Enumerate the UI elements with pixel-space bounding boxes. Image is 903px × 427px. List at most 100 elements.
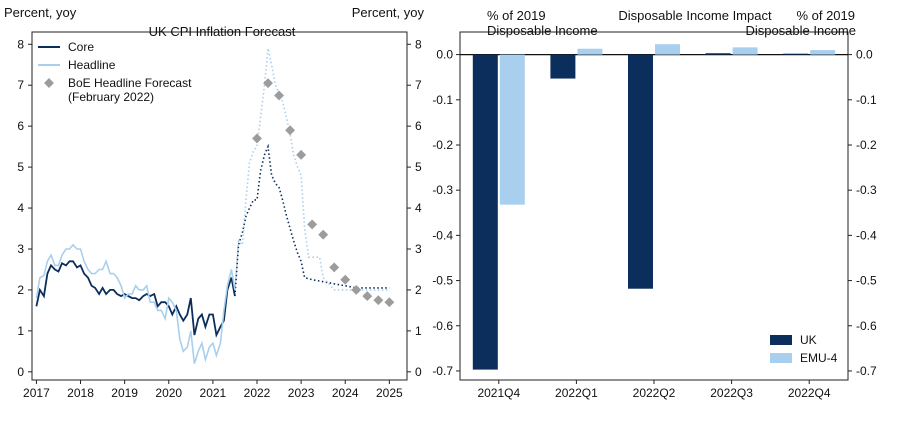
left-ytick-label: 6 (17, 119, 24, 133)
bar-emu-4 (655, 44, 680, 55)
left-ytick-label: 0 (17, 365, 24, 379)
xtick-label: 2023 (288, 386, 315, 400)
bar-uk (628, 54, 653, 289)
forecast-marker (274, 90, 285, 101)
bar-left-ytick-label: -0.4 (432, 228, 453, 242)
left-chart: Percent, yoy Percent, yoy UK CPI Inflati… (4, 5, 424, 400)
right-chart-title: Disposable Income Impact (618, 8, 772, 23)
bar-uk (550, 54, 576, 79)
bar-left-ytick-label: -0.3 (432, 183, 453, 197)
right-ytick-label: 8 (415, 37, 422, 51)
bar-legend-label: EMU-4 (800, 351, 838, 365)
bar-xtick-label: 2021Q4 (477, 386, 520, 400)
right-ytick-label: 4 (415, 201, 422, 215)
bar-emu-4 (810, 50, 836, 55)
legend-label: Core (68, 40, 94, 54)
bar-right-ylabel-line1: % of 2019 (796, 8, 855, 23)
right-ytick-label: 0 (415, 365, 422, 379)
headline-dotted-line (234, 48, 390, 291)
forecast-marker (384, 297, 395, 308)
forecast-marker (252, 133, 262, 144)
xtick-label: 2017 (23, 386, 50, 400)
right-legend: UK EMU-4 (770, 333, 838, 365)
forecast-marker (362, 291, 373, 302)
bar-uk (783, 53, 809, 55)
forecast-marker (351, 284, 362, 295)
right-ytick-label: 1 (415, 324, 422, 338)
left-chart-title: UK CPI Inflation Forecast (149, 24, 296, 39)
bar-right-ytick-label: -0.7 (856, 364, 877, 378)
forecast-marker (285, 125, 296, 136)
xtick-label: 2024 (332, 386, 359, 400)
xtick-label: 2020 (155, 386, 182, 400)
xtick-label: 2025 (376, 386, 403, 400)
legend-label: BoE Headline Forecast (68, 76, 192, 90)
forecast-marker (329, 262, 340, 273)
bar-uk (705, 53, 731, 55)
xtick-label: 2021 (200, 386, 227, 400)
bar-legend-swatch (770, 353, 792, 363)
left-ytick-label: 3 (17, 242, 24, 256)
left-legend: Core Headline BoE Headline Forecast(Februa… (38, 40, 192, 104)
right-ytick-label: 5 (415, 160, 422, 174)
bar-emu-4 (732, 47, 758, 55)
bar-right-ytick-label: -0.3 (856, 183, 877, 197)
bar-left-ytick-label: -0.1 (432, 93, 453, 107)
right-chart: Disposable Income Impact % of 2019 Dispo… (432, 8, 877, 400)
right-ylabel-left-chart: Percent, yoy (352, 5, 425, 20)
bar-right-ytick-label: 0.0 (856, 48, 873, 62)
bar-right-ytick-label: -0.6 (856, 319, 877, 333)
left-ytick-label: 2 (17, 283, 24, 297)
left-ytick-label: 7 (17, 78, 24, 92)
bar-right-ylabel-line2: Disposable Income (745, 23, 856, 38)
legend-label-cont: (February 2022) (68, 90, 154, 104)
right-ytick-label: 3 (415, 242, 422, 256)
bar-right-ylabel: % of 2019 Disposable Income (745, 8, 856, 38)
right-ytick-label: 2 (415, 283, 422, 297)
bar-right-ytick-label: -0.1 (856, 93, 877, 107)
bar-left-ylabel: % of 2019 Disposable Income (487, 8, 598, 38)
bar-legend-label: UK (800, 333, 817, 347)
bar-xtick-label: 2022Q4 (788, 386, 831, 400)
right-ytick-label: 6 (415, 119, 422, 133)
bar-left-ytick-label: -0.5 (432, 274, 453, 288)
headline-solid-line (35, 243, 236, 364)
xtick-label: 2022 (244, 386, 271, 400)
right-axes: 0.0 0.0 -0.1 -0.1 -0.2 -0.2 -0.3 -0.3 -0.4 -0.4 -0… (432, 48, 877, 400)
bar-uk (472, 54, 498, 370)
bar-left-ytick-label: 0.0 (436, 48, 453, 62)
forecast-marker (307, 219, 318, 230)
bar-left-ytick-label: -0.7 (432, 364, 453, 378)
left-ytick-label: 5 (17, 160, 24, 174)
left-plot-frame (31, 31, 408, 381)
left-series (35, 48, 395, 364)
bar-right-ytick-label: -0.2 (856, 138, 877, 152)
forecast-marker (340, 274, 351, 285)
bar-xtick-label: 2022Q1 (555, 386, 598, 400)
bar-left-ytick-label: -0.6 (432, 319, 453, 333)
legend-swatch (44, 78, 54, 88)
bar-right-ytick-label: -0.5 (856, 274, 877, 288)
left-ytick-label: 1 (17, 324, 24, 338)
bar-left-ytick-label: -0.2 (432, 138, 453, 152)
xtick-label: 2019 (111, 386, 138, 400)
bar-legend-swatch (770, 335, 792, 345)
bar-right-ytick-label: -0.4 (856, 228, 877, 242)
bar-xtick-label: 2022Q2 (633, 386, 676, 400)
left-ylabel: Percent, yoy (4, 5, 77, 20)
bar-emu-4 (499, 54, 525, 205)
left-axes: 0 0 1 1 2 2 3 3 4 4 5 5 6 6 7 7 8 8 2017 2018 2019 2020 2021 20… (17, 37, 422, 400)
right-bars (472, 44, 836, 370)
forecast-marker (263, 78, 273, 89)
forecast-marker (296, 149, 307, 160)
bar-xtick-label: 2022Q3 (710, 386, 753, 400)
core-solid-line (35, 260, 236, 338)
bar-left-ylabel-line1: % of 2019 (487, 8, 546, 23)
left-ytick-label: 8 (17, 37, 24, 51)
bar-emu-4 (577, 48, 603, 55)
legend-label: Headline (68, 58, 116, 72)
right-ytick-label: 7 (415, 78, 422, 92)
forecast-marker (318, 229, 329, 240)
bar-left-ylabel-line2: Disposable Income (487, 23, 598, 38)
